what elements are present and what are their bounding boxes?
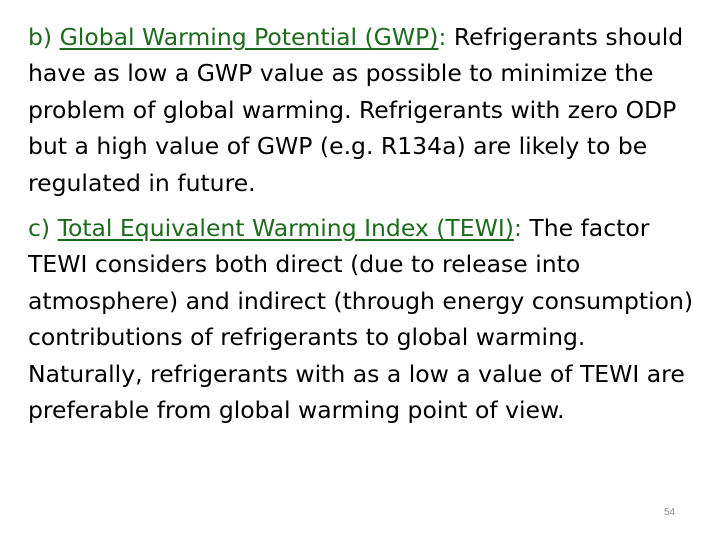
item-label-b: b)	[28, 23, 53, 51]
term-tewi: Total Equivalent Warming Index (TEWI)	[57, 214, 514, 243]
term-colon-b: :	[438, 23, 447, 51]
paragraph-gwp-text: Refrigerants should have as low a GWP va…	[28, 23, 684, 197]
term-gwp: Global Warming Potential (GWP)	[59, 23, 439, 51]
slide-content: b) Global Warming Potential (GWP): Refri…	[28, 19, 696, 428]
paragraph-tewi: c) Total Equivalent Warming Index (TEWI)…	[28, 210, 696, 428]
term-colon-c: :	[513, 214, 522, 243]
page-number: 54	[664, 507, 676, 518]
item-label-c: c)	[28, 214, 51, 243]
paragraph-tewi-text: The factor TEWI considers both direct (d…	[28, 214, 694, 425]
paragraph-gwp: b) Global Warming Potential (GWP): Refri…	[28, 19, 696, 201]
